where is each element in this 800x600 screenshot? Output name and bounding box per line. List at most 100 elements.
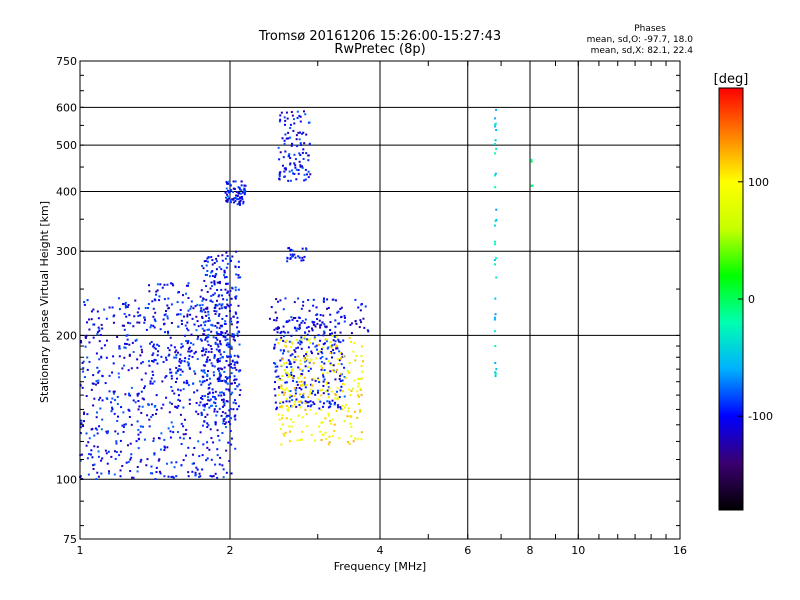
data-point (493, 243, 496, 246)
data-point (201, 299, 204, 302)
data-point (227, 376, 230, 379)
data-point (279, 349, 282, 352)
data-point (128, 394, 131, 397)
data-point (158, 344, 161, 347)
data-point (293, 394, 296, 397)
data-point (98, 398, 101, 401)
data-point (201, 317, 204, 320)
data-point (99, 396, 102, 399)
data-point (281, 375, 284, 378)
data-point (199, 295, 202, 298)
data-point (314, 412, 317, 415)
data-point (149, 326, 152, 329)
data-point (139, 425, 142, 428)
data-point (86, 321, 89, 324)
data-point (148, 364, 151, 367)
data-point (227, 420, 230, 423)
data-point (494, 123, 497, 126)
data-point (335, 336, 338, 339)
data-point (226, 382, 229, 385)
data-point (212, 401, 215, 404)
data-point (322, 380, 325, 383)
data-point (164, 376, 167, 379)
data-point (212, 374, 215, 377)
data-point (218, 360, 221, 363)
data-point (329, 419, 332, 422)
data-point (228, 180, 231, 183)
data-point (326, 389, 329, 392)
data-point (274, 401, 277, 404)
data-point (227, 333, 230, 336)
y-tick-label: 100 (56, 473, 77, 486)
data-point (321, 367, 324, 370)
data-point (330, 346, 333, 349)
data-point (216, 410, 219, 413)
data-point (181, 345, 184, 348)
data-point (293, 172, 296, 175)
data-point (203, 324, 206, 327)
data-point (202, 443, 205, 446)
data-point (329, 345, 332, 348)
data-point (304, 402, 307, 405)
data-point (225, 187, 228, 190)
data-point (170, 374, 173, 377)
data-point (284, 331, 287, 334)
data-point (135, 338, 138, 341)
data-point (353, 410, 356, 413)
chart-subtitle: RwPretec (8p) (334, 42, 425, 57)
data-point (216, 360, 219, 363)
data-point (225, 400, 228, 403)
data-point (494, 361, 497, 364)
x-tick-label: 1 (77, 544, 84, 557)
data-point (120, 406, 123, 409)
data-point (143, 316, 146, 319)
data-point (311, 320, 314, 323)
data-point (297, 316, 300, 319)
data-point (140, 458, 143, 461)
data-point (79, 459, 82, 462)
data-point (221, 379, 224, 382)
data-point (203, 371, 206, 374)
data-point (159, 328, 162, 331)
data-point (123, 324, 126, 327)
data-point (216, 281, 219, 284)
data-point (336, 368, 339, 371)
data-point (137, 307, 140, 310)
data-point (206, 370, 209, 373)
data-point (154, 320, 157, 323)
data-point (98, 327, 101, 330)
data-point (298, 403, 301, 406)
data-point (289, 362, 292, 365)
data-point (239, 389, 242, 392)
data-point (293, 403, 296, 406)
data-point (308, 142, 311, 145)
data-point (136, 393, 139, 396)
data-point (334, 401, 337, 404)
data-point (236, 320, 239, 323)
data-point (335, 390, 338, 393)
data-point (309, 400, 312, 403)
data-point (306, 401, 309, 404)
data-point (198, 472, 201, 475)
data-point (176, 406, 179, 409)
data-point (312, 401, 315, 404)
data-point (200, 309, 203, 312)
data-point (121, 324, 124, 327)
data-point (292, 421, 295, 424)
data-point (280, 406, 283, 409)
data-point (320, 323, 323, 326)
data-point (299, 115, 302, 118)
data-point (353, 342, 356, 345)
data-point (171, 282, 174, 285)
data-point (334, 340, 337, 343)
data-point (281, 417, 284, 420)
data-point (222, 468, 225, 471)
data-point (290, 111, 293, 114)
data-point (287, 155, 290, 158)
data-point (189, 342, 192, 345)
data-point (286, 260, 289, 263)
data-point (321, 355, 324, 358)
data-point (336, 396, 339, 399)
data-point (282, 156, 285, 159)
data-point (206, 257, 209, 260)
